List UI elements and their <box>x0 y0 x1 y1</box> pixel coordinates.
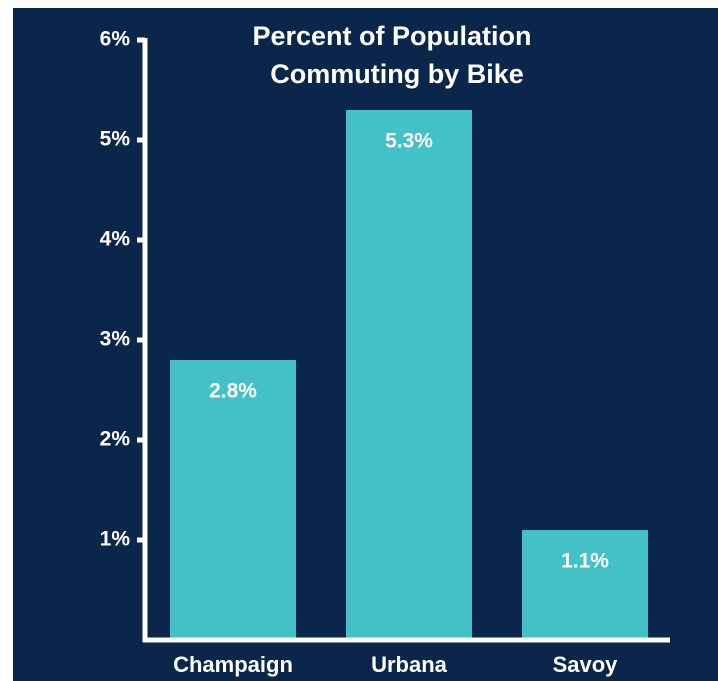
chart-title-line: Percent of Population <box>252 21 531 51</box>
y-tick-label: 4% <box>100 228 131 251</box>
y-tick-label: 3% <box>100 328 131 351</box>
x-tick-label: Champaign <box>173 652 293 677</box>
bar <box>522 530 648 640</box>
bar <box>346 110 472 640</box>
bar <box>170 360 296 640</box>
value-label: 2.8% <box>209 380 257 403</box>
y-tick-label: 6% <box>100 28 131 51</box>
y-tick-label: 2% <box>100 428 131 451</box>
y-tick-label: 5% <box>100 128 131 151</box>
x-tick-label: Savoy <box>553 652 619 677</box>
chart-title-line: Commuting by Bike <box>270 59 524 89</box>
value-label: 5.3% <box>385 130 433 153</box>
value-label: 1.1% <box>561 550 609 573</box>
y-tick-label: 1% <box>100 528 131 551</box>
x-tick-label: Urbana <box>371 652 448 677</box>
